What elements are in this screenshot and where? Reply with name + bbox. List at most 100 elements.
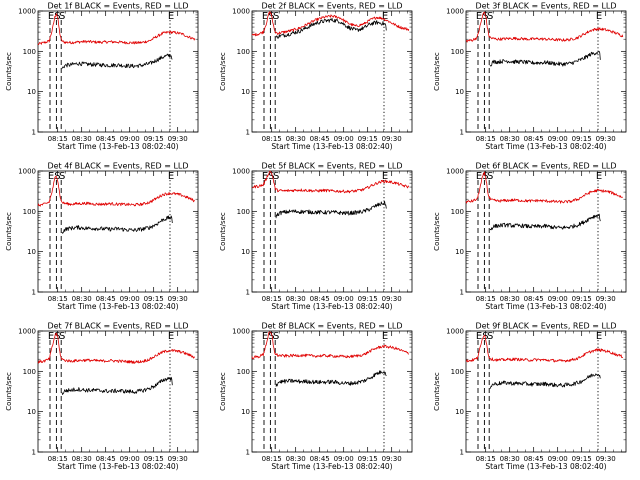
detector-panel-9: Det 9f BLACK = Events, RED = LLD 1 10 100 10… — [433, 322, 627, 471]
x-tick-label: 09:00 — [548, 455, 568, 463]
x-tick-label: 08:30 — [72, 455, 92, 463]
lld-series-line — [465, 334, 624, 363]
marker-label-s: S — [59, 11, 65, 22]
plot-frame — [37, 170, 199, 293]
y-axis-label: Counts/sec — [433, 52, 441, 91]
x-tick-label: 08:15 — [476, 295, 496, 303]
y-tick-label: 1000 — [18, 168, 36, 176]
events-series-line — [489, 373, 601, 389]
marker-label-e: E — [476, 11, 482, 22]
y-axis-label: Counts/sec — [5, 212, 13, 251]
marker-label-s: S — [54, 171, 60, 182]
detector-panel-5: Det 5f BLACK = Events, RED = LLD 1 10 100 10… — [219, 162, 413, 311]
x-tick-label: 09:15 — [358, 295, 378, 303]
events-series-line — [275, 370, 387, 387]
x-tick-label: 08:45 — [524, 135, 544, 143]
y-tick-label: 100 — [237, 368, 250, 376]
panel-title: Det 3f BLACK = Events, RED = LLD — [475, 2, 616, 11]
y-tick-label: 1 — [460, 129, 464, 137]
x-tick-label: 08:15 — [476, 455, 496, 463]
marker-label-e: E — [262, 11, 268, 22]
x-tick-label: 09:00 — [334, 455, 354, 463]
y-tick-label: 1 — [32, 289, 36, 297]
x-tick-label: 08:30 — [500, 455, 520, 463]
plot-frame — [37, 10, 199, 133]
x-tick-label: 09:00 — [120, 455, 140, 463]
marker-label-e: E — [168, 171, 174, 182]
detector-panel-8: Det 8f BLACK = Events, RED = LLD 1 10 100 10… — [219, 322, 413, 471]
marker-label-e: E — [476, 331, 482, 342]
x-tick-label: 08:15 — [48, 295, 68, 303]
y-tick-label: 100 — [451, 368, 464, 376]
plot-frame — [465, 10, 627, 133]
x-tick-label: 08:30 — [286, 455, 306, 463]
marker-label-e: E — [168, 11, 174, 22]
x-tick-label: 08:45 — [310, 295, 330, 303]
x-axis-label: Start Time (13-Feb-13 08:02:40) — [57, 142, 178, 151]
x-tick-label: 09:30 — [596, 295, 616, 303]
x-tick-label: 09:00 — [334, 135, 354, 143]
x-tick-label: 08:30 — [500, 295, 520, 303]
y-tick-label: 100 — [23, 368, 36, 376]
marker-label-s: S — [487, 171, 493, 182]
marker-label-e: E — [262, 331, 268, 342]
marker-label-e: E — [596, 171, 602, 182]
panel-title: Det 6f BLACK = Events, RED = LLD — [475, 162, 616, 171]
marker-label-s: S — [487, 11, 493, 22]
marker-label-s: S — [268, 171, 274, 182]
panel-title: Det 9f BLACK = Events, RED = LLD — [475, 322, 616, 331]
y-axis-label: Counts/sec — [219, 212, 227, 251]
events-series-line — [275, 17, 387, 39]
y-tick-label: 1 — [32, 449, 36, 457]
x-tick-label: 09:30 — [596, 135, 616, 143]
panel-title: Det 2f BLACK = Events, RED = LLD — [261, 2, 402, 11]
y-tick-label: 100 — [237, 48, 250, 56]
y-tick-label: 100 — [451, 48, 464, 56]
lld-series-line — [251, 11, 410, 37]
plot-frame — [465, 170, 627, 293]
x-tick-label: 09:00 — [548, 295, 568, 303]
marker-label-e: E — [596, 331, 602, 342]
x-tick-label: 08:30 — [72, 135, 92, 143]
lld-series-line — [252, 170, 410, 194]
x-axis-label: Start Time (13-Feb-13 08:02:40) — [485, 142, 606, 151]
y-axis-label: Counts/sec — [5, 52, 13, 91]
x-tick-label: 09:00 — [120, 295, 140, 303]
detector-panel-3: Det 3f BLACK = Events, RED = LLD 1 10 100 10… — [433, 2, 627, 151]
x-axis-label: Start Time (13-Feb-13 08:02:40) — [271, 302, 392, 311]
x-axis-label: Start Time (13-Feb-13 08:02:40) — [485, 302, 606, 311]
x-tick-label: 08:45 — [310, 135, 330, 143]
x-tick-label: 08:15 — [262, 295, 282, 303]
x-tick-label: 08:45 — [524, 455, 544, 463]
marker-label-e: E — [476, 171, 482, 182]
marker-label-s: S — [268, 331, 274, 342]
plot-frame — [251, 330, 413, 453]
marker-label-e: E — [48, 171, 54, 182]
events-series-line — [489, 50, 601, 67]
y-tick-label: 1 — [460, 449, 464, 457]
events-series-line — [61, 376, 173, 395]
y-tick-label: 10 — [241, 248, 250, 256]
y-axis-label: Counts/sec — [433, 372, 441, 411]
x-tick-label: 08:15 — [262, 455, 282, 463]
x-tick-label: 09:15 — [144, 455, 164, 463]
x-tick-label: 08:30 — [286, 135, 306, 143]
detector-panel-1: Det 1f BLACK = Events, RED = LLD 1 10 100 10… — [5, 2, 199, 151]
marker-label-s: S — [59, 331, 65, 342]
y-axis-label: Counts/sec — [5, 372, 13, 411]
x-tick-label: 09:15 — [358, 455, 378, 463]
x-tick-label: 09:30 — [168, 135, 188, 143]
x-tick-label: 09:15 — [572, 135, 592, 143]
y-tick-label: 100 — [23, 48, 36, 56]
x-tick-label: 09:15 — [144, 135, 164, 143]
y-tick-label: 10 — [27, 408, 36, 416]
x-tick-label: 09:30 — [168, 455, 188, 463]
x-tick-label: 09:00 — [334, 295, 354, 303]
y-tick-label: 1000 — [18, 8, 36, 16]
x-tick-label: 08:30 — [286, 295, 306, 303]
marker-label-e: E — [48, 11, 54, 22]
marker-label-s: S — [59, 171, 65, 182]
marker-label-s: S — [487, 331, 493, 342]
y-axis-label: Counts/sec — [433, 212, 441, 251]
y-tick-label: 10 — [455, 88, 464, 96]
